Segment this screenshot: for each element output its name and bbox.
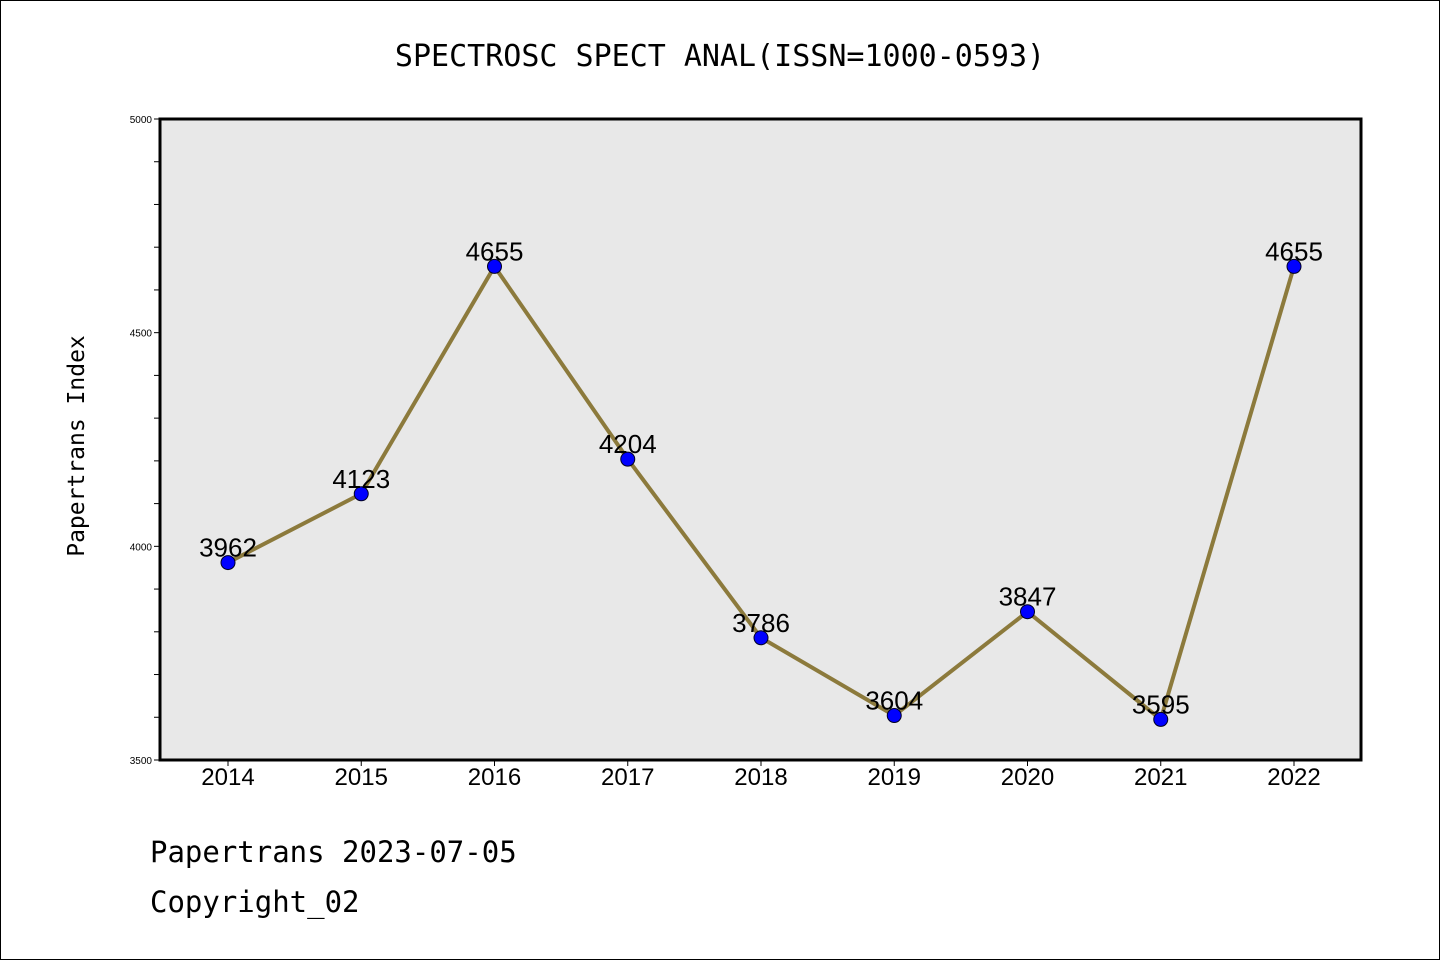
footer-source-date: Papertrans 2023-07-05 — [150, 835, 517, 869]
data-point — [353, 486, 369, 502]
data-point — [487, 258, 502, 274]
data-point — [753, 630, 769, 646]
data-label: 4655 — [466, 236, 524, 266]
data-point — [620, 451, 636, 467]
x-tick-label: 2017 — [601, 764, 654, 791]
data-point — [1286, 258, 1302, 274]
data-label: 3604 — [865, 686, 923, 716]
chart-title: SPECTROSC SPECT ANAL(ISSN=1000-0593) — [395, 39, 1045, 74]
data-label: 4123 — [332, 464, 390, 494]
data-label: 3962 — [199, 533, 257, 563]
data-point — [220, 555, 236, 571]
x-tick-label: 2015 — [335, 764, 388, 791]
x-tick-label: 2018 — [734, 764, 787, 791]
y-axis-label: Papertrans Index — [64, 335, 90, 557]
data-label: 4204 — [599, 429, 657, 459]
x-tick-label: 2019 — [868, 764, 921, 791]
x-tick-label: 2014 — [201, 764, 254, 791]
x-tick-label: 2020 — [1001, 764, 1054, 791]
plot-area — [160, 119, 1361, 760]
data-label: 3595 — [1132, 689, 1190, 719]
data-point — [1020, 604, 1035, 620]
data-label: 3786 — [732, 608, 790, 638]
x-tick-label: 2021 — [1134, 764, 1187, 791]
data-label: 3847 — [999, 582, 1057, 612]
data-point — [886, 708, 902, 724]
x-axis: 2014 2015 2016 2017 2018 2019 2020 2021 2022 — [201, 760, 1321, 791]
x-tick-label: 2022 — [1267, 764, 1320, 791]
footer-copyright: Copyright_02 — [150, 885, 360, 919]
y-tick-label: 4000 — [130, 542, 153, 553]
data-labels: 3962 4123 4655 4204 3786 3604 3847 3595 4655 — [199, 236, 1323, 719]
data-point — [1153, 711, 1169, 727]
y-tick-label: 4500 — [130, 329, 153, 340]
y-axis: 3500 4000 4500 5000 — [130, 115, 160, 767]
data-points — [220, 258, 1302, 727]
x-tick-label: 2016 — [468, 764, 521, 791]
data-label: 4655 — [1265, 236, 1323, 266]
y-tick-label: 5000 — [130, 115, 153, 126]
y-tick-label: 3500 — [130, 756, 153, 767]
plot-border — [158, 117, 1363, 762]
